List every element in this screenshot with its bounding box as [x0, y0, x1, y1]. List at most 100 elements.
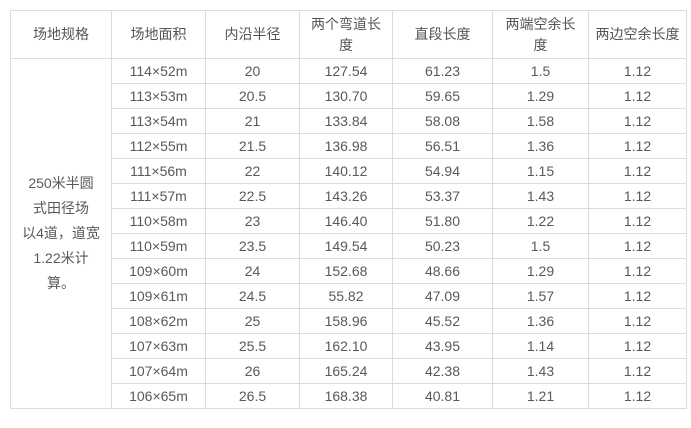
table-cell: 56.51 — [392, 133, 493, 159]
column-header: 两个弯道长度 — [299, 10, 393, 59]
table-cell: 127.54 — [299, 58, 393, 84]
table-cell: 1.58 — [492, 108, 589, 134]
table-cell: 109×61m — [111, 283, 206, 309]
table-cell: 1.12 — [588, 133, 687, 159]
table-cell: 165.24 — [299, 358, 393, 384]
table-row: 110×58m 23 146.40 51.80 1.22 1.12 — [11, 208, 687, 234]
table-cell: 1.12 — [588, 258, 687, 284]
table-cell: 43.95 — [392, 333, 493, 359]
table-row: 111×56m 22 140.12 54.94 1.15 1.12 — [11, 158, 687, 184]
table-cell: 130.70 — [299, 83, 393, 109]
table-body: 250米半圆 式田径场 以4道，道宽 1.22米计 算。 114×52m 20 127.54 6… — [10, 58, 687, 409]
table-cell: 23 — [205, 208, 300, 234]
table-cell: 158.96 — [299, 308, 393, 334]
table-cell: 40.81 — [392, 383, 493, 409]
table-row: 250米半圆 式田径场 以4道，道宽 1.22米计 算。 114×52m 20 127.54 6… — [10, 58, 687, 409]
table-cell: 21.5 — [205, 133, 300, 159]
table-cell: 20 — [205, 58, 300, 84]
table-cell: 106×65m — [111, 383, 206, 409]
table-cell: 22 — [205, 158, 300, 184]
table-cell: 1.12 — [588, 358, 687, 384]
table-cell: 55.82 — [299, 283, 393, 309]
table-cell: 59.65 — [392, 83, 493, 109]
table-cell: 1.12 — [588, 83, 687, 109]
table-cell: 26.5 — [205, 383, 300, 409]
table-cell: 162.10 — [299, 333, 393, 359]
table-cell: 113×53m — [111, 83, 206, 109]
table-cell: 1.12 — [588, 233, 687, 259]
table-cell: 168.38 — [299, 383, 393, 409]
table-cell: 1.29 — [492, 258, 589, 284]
table-cell: 149.54 — [299, 233, 393, 259]
spec-note-line: 算。 — [47, 275, 75, 291]
table-cell: 112×55m — [111, 133, 206, 159]
table-cell: 50.23 — [392, 233, 493, 259]
spec-note-line: 1.22米计 — [33, 250, 89, 266]
table-cell: 21 — [205, 108, 300, 134]
table-cell: 111×57m — [111, 183, 206, 209]
table-cell: 1.43 — [492, 358, 589, 384]
table-row: 109×61m 24.5 55.82 47.09 1.57 1.12 — [11, 283, 687, 309]
table-cell: 1.22 — [492, 208, 589, 234]
table-row: 109×60m 24 152.68 48.66 1.29 1.12 — [11, 258, 687, 284]
spec-note-line: 式田径场 — [33, 200, 89, 216]
table-cell: 1.12 — [588, 208, 687, 234]
table-cell: 24 — [205, 258, 300, 284]
table-cell: 1.36 — [492, 308, 589, 334]
column-header: 场地规格 — [10, 10, 112, 59]
table-cell: 42.38 — [392, 358, 493, 384]
column-header: 两端空余长度 — [492, 10, 589, 59]
table-cell: 25.5 — [205, 333, 300, 359]
spec-note-cell: 250米半圆 式田径场 以4道，道宽 1.22米计 算。 — [10, 58, 112, 409]
table-cell: 111×56m — [111, 158, 206, 184]
table-cell: 51.80 — [392, 208, 493, 234]
table-cell: 110×58m — [111, 208, 206, 234]
table-cell: 1.5 — [492, 233, 589, 259]
table-cell: 24.5 — [205, 283, 300, 309]
table-row: 112×55m 21.5 136.98 56.51 1.36 1.12 — [11, 133, 687, 159]
column-header: 两边空余长度 — [588, 10, 687, 59]
table-cell: 1.36 — [492, 133, 589, 159]
table-cell: 1.15 — [492, 158, 589, 184]
table-cell: 146.40 — [299, 208, 393, 234]
table-cell: 1.21 — [492, 383, 589, 409]
table-cell: 1.12 — [588, 183, 687, 209]
table-cell: 1.43 — [492, 183, 589, 209]
table-row: 108×62m 25 158.96 45.52 1.36 1.12 — [11, 308, 687, 334]
table-cell: 152.68 — [299, 258, 393, 284]
table-row: 106×65m 26.5 168.38 40.81 1.21 1.12 — [11, 383, 687, 409]
table-cell: 20.5 — [205, 83, 300, 109]
table-cell: 47.09 — [392, 283, 493, 309]
table-cell: 108×62m — [111, 308, 206, 334]
table-cell: 22.5 — [205, 183, 300, 209]
table-row: 110×59m 23.5 149.54 50.23 1.5 1.12 — [11, 233, 687, 259]
table-cell: 1.12 — [588, 333, 687, 359]
column-header: 场地面积 — [111, 10, 206, 59]
table-cell: 109×60m — [111, 258, 206, 284]
table-cell: 1.12 — [588, 383, 687, 409]
table-cell: 54.94 — [392, 158, 493, 184]
track-specs-table: 场地规格 场地面积 内沿半径 两个弯道长度 直段长度 两端空余长度 两边空余长度 250米半… — [10, 10, 687, 409]
table-cell: 1.57 — [492, 283, 589, 309]
table-row: 113×53m 20.5 130.70 59.65 1.29 1.12 — [11, 83, 687, 109]
table-row: 107×64m 26 165.24 42.38 1.43 1.12 — [11, 358, 687, 384]
table-cell: 26 — [205, 358, 300, 384]
table-cell: 23.5 — [205, 233, 300, 259]
table-cell: 25 — [205, 308, 300, 334]
table-cell: 48.66 — [392, 258, 493, 284]
table-cell: 58.08 — [392, 108, 493, 134]
table-cell: 1.12 — [588, 108, 687, 134]
table-cell: 136.98 — [299, 133, 393, 159]
table-cell: 61.23 — [392, 58, 493, 84]
column-header: 内沿半径 — [205, 10, 300, 59]
table-row: 107×63m 25.5 162.10 43.95 1.14 1.12 — [11, 333, 687, 359]
table-row: 113×54m 21 133.84 58.08 1.58 1.12 — [11, 108, 687, 134]
table-cell: 113×54m — [111, 108, 206, 134]
spec-note-line: 以4道，道宽 — [22, 225, 100, 241]
table-cell: 1.14 — [492, 333, 589, 359]
table-row: 111×57m 22.5 143.26 53.37 1.43 1.12 — [11, 183, 687, 209]
table-cell: 45.52 — [392, 308, 493, 334]
table-cell: 133.84 — [299, 108, 393, 134]
column-header: 直段长度 — [392, 10, 493, 59]
track-specs-table-container: 场地规格 场地面积 内沿半径 两个弯道长度 直段长度 两端空余长度 两边空余长度 250米半… — [10, 10, 687, 409]
